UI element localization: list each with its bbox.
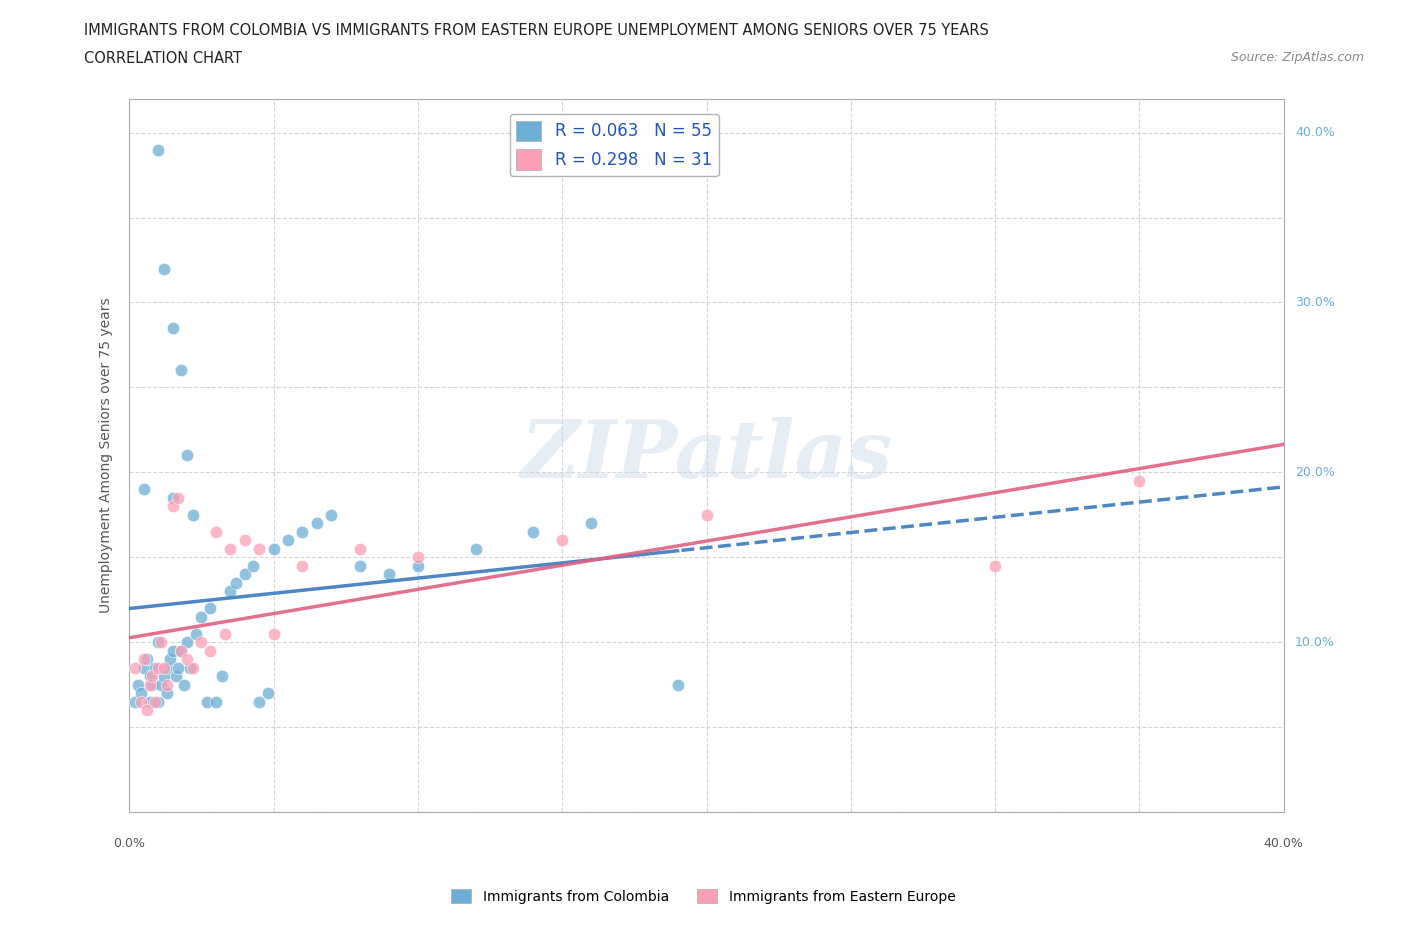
Point <box>124 694 146 709</box>
Point <box>153 669 176 684</box>
Point <box>162 498 184 513</box>
Point <box>277 533 299 548</box>
Point <box>219 584 242 599</box>
Text: 20.0%: 20.0% <box>1295 466 1334 479</box>
Point <box>179 660 201 675</box>
Point <box>135 702 157 717</box>
Point <box>162 490 184 505</box>
Point <box>135 652 157 667</box>
Point <box>148 660 170 675</box>
Point <box>148 694 170 709</box>
Point <box>176 652 198 667</box>
Point <box>165 669 187 684</box>
Point <box>551 533 574 548</box>
Point <box>176 634 198 649</box>
Point <box>143 660 166 675</box>
Point <box>190 609 212 624</box>
Point <box>156 685 179 700</box>
Point <box>143 694 166 709</box>
Point <box>263 626 285 641</box>
Text: ZIPatlas: ZIPatlas <box>520 417 893 494</box>
Point <box>522 525 544 539</box>
Point <box>159 652 181 667</box>
Point <box>291 525 314 539</box>
Point <box>257 685 280 700</box>
Point <box>132 652 155 667</box>
Point <box>263 541 285 556</box>
Point <box>167 490 190 505</box>
Point <box>156 660 179 675</box>
Point <box>247 694 270 709</box>
Text: Source: ZipAtlas.com: Source: ZipAtlas.com <box>1230 51 1364 64</box>
Point <box>225 576 247 591</box>
Point <box>305 516 328 531</box>
Point <box>129 685 152 700</box>
Point <box>153 660 176 675</box>
Point <box>291 558 314 573</box>
Point <box>321 507 343 522</box>
Point <box>138 669 160 684</box>
Text: 40.0%: 40.0% <box>1264 837 1303 850</box>
Text: 10.0%: 10.0% <box>1295 635 1334 648</box>
Point <box>162 321 184 336</box>
Point <box>406 558 429 573</box>
Point <box>167 660 190 675</box>
Point <box>170 363 193 378</box>
Text: IMMIGRANTS FROM COLOMBIA VS IMMIGRANTS FROM EASTERN EUROPE UNEMPLOYMENT AMONG SE: IMMIGRANTS FROM COLOMBIA VS IMMIGRANTS F… <box>84 23 990 38</box>
Point <box>124 660 146 675</box>
Point <box>181 507 204 522</box>
Text: CORRELATION CHART: CORRELATION CHART <box>84 51 242 66</box>
Point <box>148 142 170 157</box>
Point <box>219 541 242 556</box>
Point <box>162 644 184 658</box>
Point <box>205 694 228 709</box>
Point <box>242 558 264 573</box>
Point <box>205 525 228 539</box>
Point <box>190 634 212 649</box>
Text: 40.0%: 40.0% <box>1295 126 1334 140</box>
Point <box>464 541 486 556</box>
Point <box>156 677 179 692</box>
Point <box>141 677 163 692</box>
Point <box>170 644 193 658</box>
Legend: R = 0.063   N = 55, R = 0.298   N = 31: R = 0.063 N = 55, R = 0.298 N = 31 <box>510 114 718 177</box>
Point <box>666 677 689 692</box>
Point <box>148 634 170 649</box>
Legend: Immigrants from Colombia, Immigrants from Eastern Europe: Immigrants from Colombia, Immigrants fro… <box>446 884 960 910</box>
Point <box>132 660 155 675</box>
Point <box>349 541 371 556</box>
Point <box>153 261 176 276</box>
Point <box>129 694 152 709</box>
Point <box>579 516 602 531</box>
Point <box>173 677 195 692</box>
Point <box>198 644 221 658</box>
Point <box>233 566 256 581</box>
Point <box>181 660 204 675</box>
Point <box>233 533 256 548</box>
Point <box>247 541 270 556</box>
Point <box>195 694 218 709</box>
Point <box>127 677 149 692</box>
Point <box>349 558 371 573</box>
Point <box>138 694 160 709</box>
Point <box>378 566 401 581</box>
Point <box>198 601 221 616</box>
Point <box>1128 473 1150 488</box>
Point <box>138 677 160 692</box>
Point <box>150 634 173 649</box>
Point <box>132 482 155 497</box>
Text: 30.0%: 30.0% <box>1295 296 1334 309</box>
Y-axis label: Unemployment Among Seniors over 75 years: Unemployment Among Seniors over 75 years <box>100 298 114 613</box>
Point <box>984 558 1007 573</box>
Point <box>214 626 236 641</box>
Point <box>170 644 193 658</box>
Point <box>150 677 173 692</box>
Point <box>211 669 233 684</box>
Text: 0.0%: 0.0% <box>114 837 145 850</box>
Point <box>141 669 163 684</box>
Point <box>184 626 207 641</box>
Point <box>696 507 718 522</box>
Point <box>406 550 429 565</box>
Point <box>176 448 198 463</box>
